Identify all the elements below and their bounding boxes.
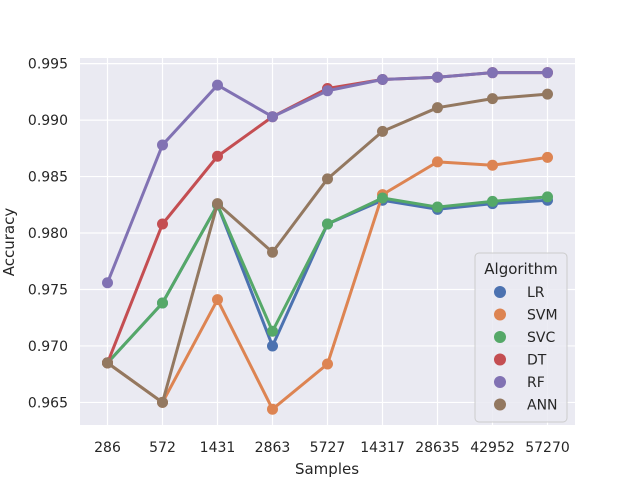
legend-label: SVC: [527, 330, 555, 346]
data-point: [432, 156, 443, 168]
legend-marker: [494, 331, 506, 343]
y-axis-label: Accuracy: [0, 208, 18, 277]
data-point: [212, 79, 223, 91]
legend-marker: [494, 376, 506, 388]
legend-title: Algorithm: [484, 260, 557, 278]
data-point: [267, 111, 278, 123]
data-point: [377, 125, 388, 137]
data-point: [212, 198, 223, 210]
data-point: [487, 93, 498, 105]
data-point: [157, 218, 168, 230]
legend-items: LR SVM SVC DT RF ANN: [494, 285, 558, 414]
data-point: [322, 358, 333, 370]
legend-item-lr: LR: [494, 285, 545, 301]
data-point: [157, 139, 168, 151]
data-point: [432, 71, 443, 83]
data-point: [102, 277, 113, 289]
data-point: [487, 67, 498, 79]
y-tick-label: 0.965: [28, 395, 68, 411]
legend: Algorithm LR SVM SVC DT RF ANN: [474, 252, 568, 423]
x-tick-label: 5727: [310, 440, 346, 456]
legend-marker: [494, 286, 506, 298]
x-axis: 286 572 1431 2863 5727 14317 28635 42952 57270: [94, 440, 570, 456]
y-tick-label: 0.985: [28, 170, 68, 186]
legend-item-ann: ANN: [494, 398, 558, 414]
x-tick-label: 286: [94, 440, 121, 456]
data-point: [322, 85, 333, 97]
legend-marker: [494, 353, 506, 366]
x-tick-label: 572: [149, 440, 176, 456]
x-tick-label: 42952: [470, 440, 515, 456]
data-point: [157, 396, 168, 408]
data-point: [542, 88, 553, 100]
legend-item-svm: SVM: [494, 308, 558, 324]
y-axis: 0.965 0.970 0.975 0.980 0.985 0.990 0.995: [28, 57, 68, 412]
data-point: [212, 294, 223, 306]
x-tick-label: 1431: [200, 440, 236, 456]
data-point: [542, 191, 553, 203]
legend-item-dt: DT: [494, 353, 547, 369]
data-point: [157, 297, 168, 309]
x-axis-label: Samples: [295, 460, 359, 478]
data-point: [377, 192, 388, 204]
y-tick-label: 0.980: [28, 226, 68, 242]
data-point: [322, 173, 333, 185]
data-point: [542, 67, 553, 79]
grid: [80, 58, 575, 425]
series-rf: [102, 67, 553, 289]
data-point: [542, 151, 553, 163]
x-tick-label: 2863: [255, 440, 291, 456]
legend-label: DT: [527, 353, 547, 369]
data-point: [432, 102, 443, 114]
y-tick-label: 0.995: [28, 57, 68, 73]
data-point: [267, 403, 278, 415]
data-point: [267, 325, 278, 337]
legend-item-rf: RF: [494, 375, 545, 391]
data-point: [267, 246, 278, 258]
legend-label: SVM: [527, 308, 558, 324]
data-point: [212, 150, 223, 162]
x-tick-label: 57270: [525, 440, 570, 456]
legend-label: RF: [527, 375, 545, 391]
data-point: [377, 73, 388, 85]
series-ann: [102, 88, 553, 408]
data-point: [432, 201, 443, 213]
legend-item-svc: SVC: [494, 330, 555, 346]
legend-label: LR: [527, 285, 545, 301]
series-layer: [102, 67, 553, 415]
y-tick-label: 0.990: [28, 113, 68, 129]
legend-label: ANN: [527, 398, 558, 414]
y-tick-label: 0.975: [28, 282, 68, 298]
legend-marker: [494, 398, 506, 411]
data-point: [487, 195, 498, 207]
y-tick-label: 0.970: [28, 339, 68, 355]
x-tick-label: 28635: [415, 440, 460, 456]
data-point: [267, 340, 278, 352]
data-point: [102, 357, 113, 369]
data-point: [487, 159, 498, 171]
data-point: [322, 218, 333, 230]
legend-marker: [494, 308, 506, 321]
x-tick-label: 14317: [360, 440, 405, 456]
